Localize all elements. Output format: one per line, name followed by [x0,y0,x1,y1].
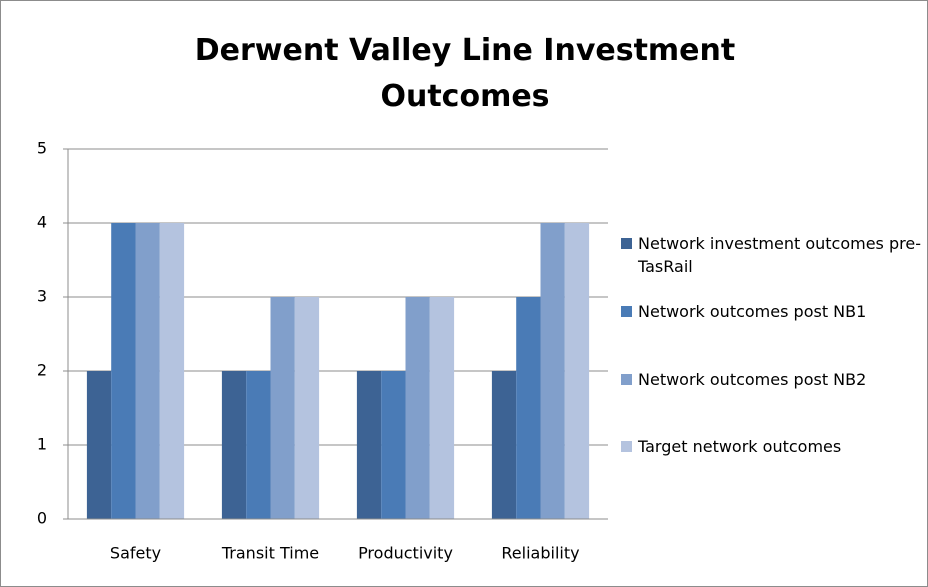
legend-label: Target network outcomes [638,437,842,456]
bar [405,297,430,519]
y-tick-label: 3 [37,287,47,306]
y-tick-label: 1 [37,435,47,454]
legend-swatch [621,238,632,249]
bar [429,297,455,519]
x-tick-label: Productivity [358,544,453,563]
legend-swatch [621,374,632,385]
x-tick-label: Safety [110,544,161,563]
legend-label: Network outcomes post NB2 [638,370,867,389]
x-tick-label: Reliability [501,544,579,563]
y-tick-label: 5 [37,139,47,158]
bar [221,371,247,519]
bar [540,223,565,519]
y-tick-label: 4 [37,213,47,232]
bar [564,223,590,519]
bar [356,371,382,519]
bar [270,297,295,519]
bar [491,371,517,519]
bar [86,371,112,519]
legend-swatch [621,441,632,452]
legend-label: Network outcomes post NB1 [638,302,867,321]
chart-title: Derwent Valley Line Investment Outcomes [194,33,736,114]
x-tick-label: Transit Time [221,544,319,563]
legend-label: Network investment outcomes pre-TasRail [638,234,921,276]
bar [381,371,406,519]
bar [294,297,320,519]
legend-swatch [621,306,632,317]
bar [111,223,136,519]
y-tick-label: 2 [37,361,47,380]
y-tick-label: 0 [37,509,47,528]
bar [135,223,160,519]
bar [516,297,541,519]
bar [159,223,185,519]
bar [246,371,271,519]
